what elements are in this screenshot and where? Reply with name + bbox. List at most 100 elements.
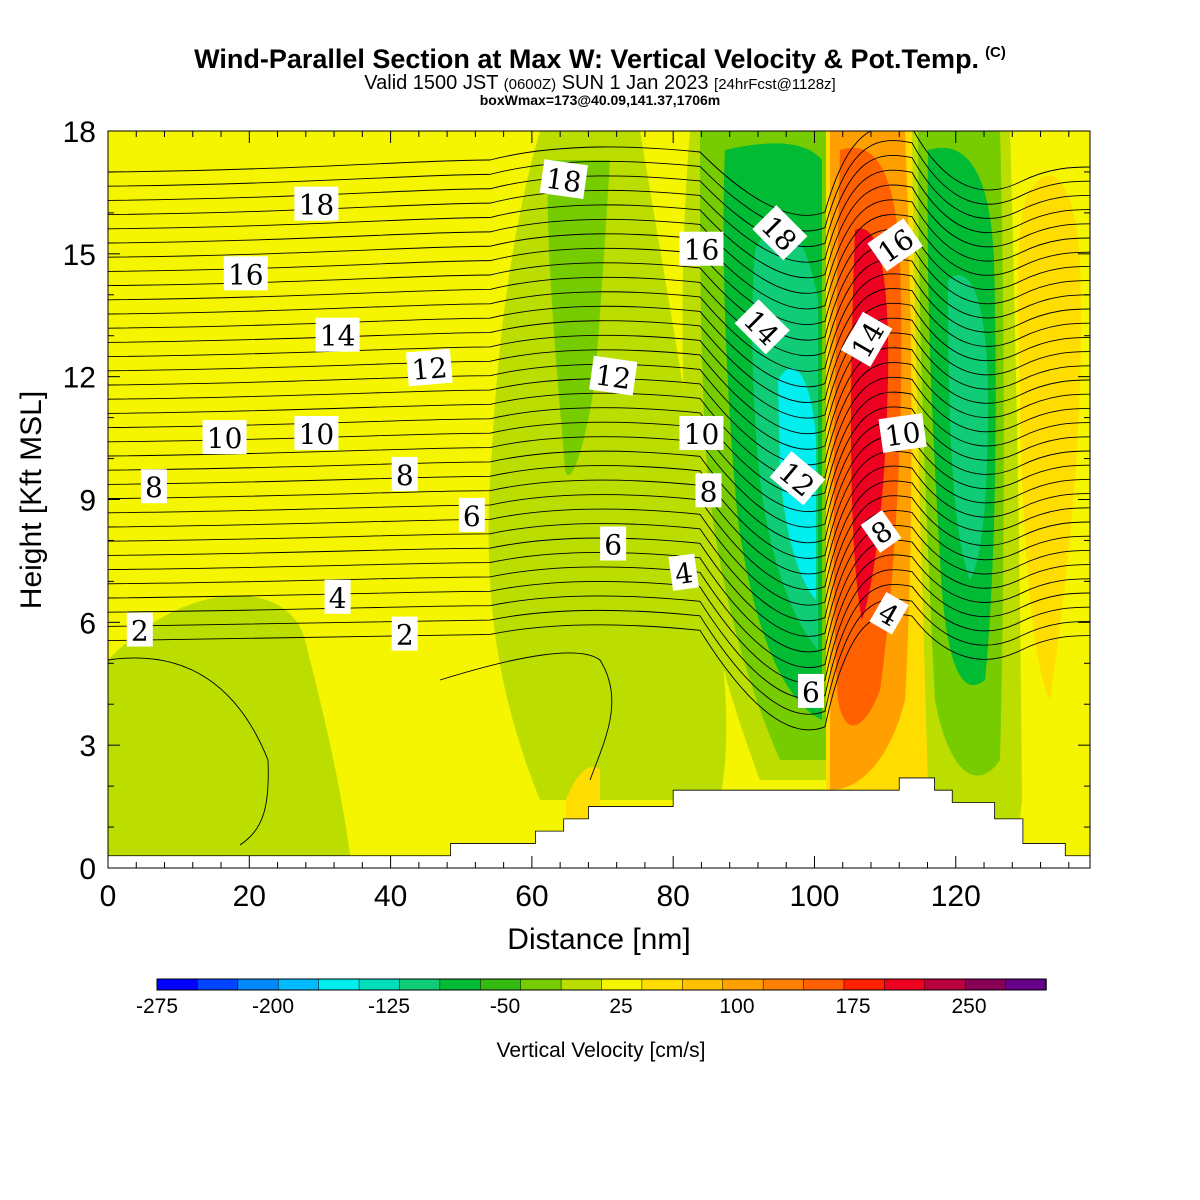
contour-label: 14 (315, 317, 360, 353)
contour-label-box (869, 592, 909, 635)
terrain (108, 777, 1090, 868)
colorbar-swatch (803, 978, 845, 991)
colorbar-tick-label: 250 (951, 995, 986, 1018)
contour-label-box (140, 469, 167, 504)
colorbar-swatch (156, 978, 199, 991)
contour-label-text: 6 (463, 500, 481, 533)
theta-contour (108, 554, 1090, 668)
colorbar-swatch (358, 978, 401, 991)
title-text: Wind-Parallel Section at Max W: Vertical… (194, 44, 980, 74)
contour-label: 18 (539, 159, 588, 200)
contour-label: 12 (589, 355, 638, 396)
contour-label: 10 (878, 413, 927, 454)
x-tick-label: 80 (656, 880, 689, 913)
theta-contour (108, 421, 1090, 528)
colorbar-tick-label: -50 (490, 995, 520, 1018)
y-tick-label: 6 (79, 607, 96, 640)
contour-label-text: 2 (396, 619, 414, 652)
y-tick-label: 18 (63, 116, 96, 149)
theta-contour (439, 652, 613, 781)
contour-label: 10 (202, 420, 247, 455)
terrain-profile (108, 777, 1090, 868)
x-tick-label: 100 (789, 880, 839, 913)
valid-date: SUN 1 Jan 2023 (561, 72, 709, 94)
valid-prefix: Valid 1500 JST (364, 72, 499, 94)
x-tick-label: 60 (515, 880, 548, 913)
contour-label-box (294, 415, 339, 450)
theta-contour (108, 569, 1090, 684)
theta-contour (108, 613, 1090, 731)
y-tick-label: 15 (63, 239, 96, 272)
contour-label: 8 (695, 473, 722, 508)
colorbar-swatch (399, 978, 441, 991)
colorbar-swatch (601, 978, 643, 991)
chart-title: Wind-Parallel Section at Max W: Vertical… (0, 44, 1200, 75)
y-axis: 0 3 6 9 12 15 18 (63, 116, 1090, 886)
theta-contour (108, 510, 1090, 622)
contour-label-text: 8 (700, 475, 718, 508)
theta-contour (108, 288, 1090, 388)
theta-contour (108, 131, 1090, 216)
contour-label-box (223, 256, 268, 291)
contour-label-box (860, 510, 902, 553)
colorbar-label: Vertical Velocity [cm/s] (497, 1039, 706, 1062)
contour-label-box (539, 159, 588, 200)
contour-label-text: 18 (299, 189, 335, 222)
contour-label-box (878, 413, 927, 453)
contour-label: 6 (797, 673, 824, 709)
colorbar-swatch (924, 978, 966, 991)
contour-label-text: 10 (299, 418, 335, 451)
colorbar-tick-label: -275 (136, 995, 178, 1018)
contour-label-box (391, 456, 418, 491)
valid-time: Valid 1500 JST (0600Z) SUN 1 Jan 2023 [2… (0, 72, 1200, 95)
contour-label-text: 12 (410, 351, 448, 387)
contour-label: 2 (391, 616, 418, 652)
contour-label-box (679, 231, 724, 266)
contour-label-box (391, 616, 418, 651)
theta-contour (108, 584, 1090, 700)
contour-label-text: 14 (320, 320, 356, 353)
contour-label-box (668, 553, 699, 591)
colorbar-swatch (641, 978, 684, 991)
colorbar-tick-label: -125 (368, 995, 410, 1018)
contour-label-box (695, 473, 722, 508)
theta-contour (108, 436, 1090, 544)
copyright-mark: (C) (985, 44, 1006, 61)
theta-contours (108, 131, 1090, 846)
contour-label: 16 (679, 231, 724, 267)
contour-label-box (867, 218, 923, 272)
contour-label: 10 (679, 415, 724, 451)
y-tick-label: 3 (79, 730, 96, 763)
x-tick-label: 20 (233, 880, 266, 913)
theta-contour (108, 302, 1090, 403)
contour-label-box (294, 186, 339, 221)
contour-label-box (126, 612, 153, 647)
colorbar-swatch (439, 978, 482, 991)
contour-label-box (752, 205, 808, 261)
colorbar-swatch (1005, 978, 1047, 991)
theta-contour (108, 539, 1090, 653)
contour-label-text: 12 (593, 358, 633, 396)
forecast-info: [24hrFcst@1128z] (714, 76, 836, 93)
contour-label-box (679, 415, 724, 450)
colorbar: -275 -200 -125 -50 25 100 175 250 (136, 978, 1047, 1018)
colorbar-tick-label: 100 (719, 995, 754, 1018)
contour-label-box (405, 348, 453, 387)
colorbar-swatch (682, 978, 724, 991)
contour-label: 18 (294, 186, 339, 222)
colorbar-swatch (237, 978, 279, 991)
contour-label: 4 (668, 553, 699, 591)
contour-label: 4 (869, 592, 909, 635)
contour-label-text: 10 (207, 422, 243, 455)
contour-label-text: 10 (883, 416, 923, 454)
colorbar-swatch (480, 978, 522, 991)
contour-label-box (458, 497, 485, 532)
colorbar-swatch (277, 978, 320, 991)
theta-contour (108, 258, 1090, 357)
theta-contour (108, 199, 1090, 294)
contour-label-text: 6 (802, 676, 820, 709)
theta-contour (108, 406, 1090, 512)
colorbar-swatch (318, 978, 360, 991)
